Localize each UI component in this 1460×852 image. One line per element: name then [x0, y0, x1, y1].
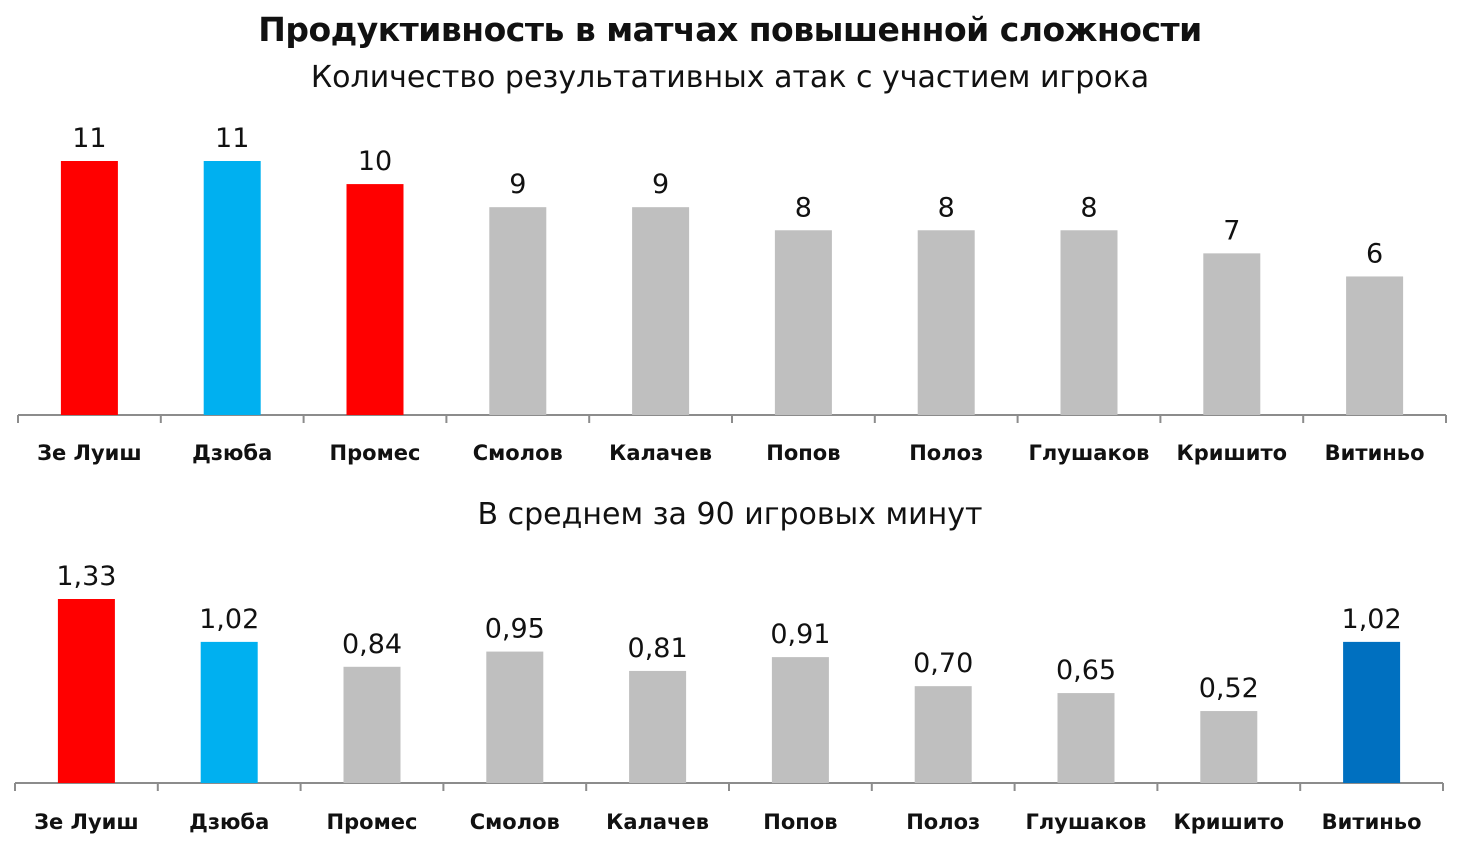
chart-1-category-label-10: Витиньо: [1325, 441, 1425, 465]
chart-1-bar-4: [489, 207, 547, 415]
chart-1-value-label-5: 9: [652, 169, 669, 200]
chart-1-value-label-6: 8: [795, 192, 812, 223]
chart-2-bar-8: [1057, 693, 1115, 783]
chart-2-category-label-7: Полоз: [906, 810, 980, 834]
chart-2-value-label-10: 1,02: [1342, 604, 1402, 635]
chart-2-category-label-8: Глушаков: [1026, 810, 1147, 834]
chart-2-category-label-10: Витиньо: [1322, 810, 1422, 834]
chart-2-bar-6: [771, 657, 829, 783]
chart-1-bar-9: [1203, 253, 1261, 415]
chart-1-value-label-7: 8: [938, 192, 955, 223]
chart-1-category-label-7: Полоз: [909, 441, 983, 465]
chart-1-category-label-5: Калачев: [609, 441, 712, 465]
chart-1-category-label-9: Кришито: [1177, 441, 1288, 465]
chart-2-value-label-4: 0,95: [485, 614, 545, 645]
chart-2-value-label-1: 1,33: [56, 561, 116, 592]
chart-2-value-label-8: 0,65: [1056, 655, 1116, 686]
chart-1-category-label-2: Дзюба: [192, 441, 272, 465]
chart-2-bar-7: [914, 686, 972, 783]
chart-2-subtitle: В среднем за 90 игровых минут: [477, 497, 983, 532]
chart-1-category-label-3: Промес: [330, 441, 421, 465]
chart-2-bar-3: [343, 666, 401, 783]
chart-2-category-label-2: Дзюба: [189, 810, 269, 834]
chart-1-bar-5: [632, 207, 690, 415]
chart-1-value-label-10: 6: [1366, 238, 1383, 269]
chart-2-value-label-7: 0,70: [913, 648, 973, 679]
chart-1-value-label-2: 11: [215, 123, 249, 154]
chart-1-category-label-1: Зе Луиш: [37, 441, 142, 465]
chart-2-category-label-1: Зе Луиш: [34, 810, 139, 834]
chart-2-value-label-2: 1,02: [199, 604, 259, 635]
chart-2-bar-9: [1200, 711, 1258, 783]
chart-2-bar-10: [1343, 641, 1401, 783]
chart-2-value-label-9: 0,52: [1199, 673, 1259, 704]
chart-2-category-label-6: Попов: [763, 810, 837, 834]
chart-2-category-label-3: Промес: [327, 810, 418, 834]
chart-1-value-label-9: 7: [1223, 215, 1240, 246]
chart-title: Продуктивность в матчах повышенной сложн…: [258, 10, 1202, 49]
chart-2-value-label-6: 0,91: [770, 619, 830, 650]
chart-2-bar-1: [57, 599, 115, 783]
chart-1-bar-3: [346, 184, 404, 415]
chart-2-category-label-5: Калачев: [606, 810, 709, 834]
chart-2-category-label-9: Кришито: [1174, 810, 1285, 834]
chart-1-value-label-4: 9: [509, 169, 526, 200]
chart-1-bar-1: [60, 161, 118, 415]
chart-2-bar-4: [486, 651, 544, 783]
chart-1-bar-2: [203, 161, 261, 415]
chart-2-category-label-4: Смолов: [470, 810, 560, 834]
chart-2-bar-2: [200, 641, 258, 783]
chart-1-value-label-8: 8: [1080, 192, 1097, 223]
chart-1-value-label-3: 10: [358, 146, 392, 177]
chart-1-bar-7: [917, 230, 975, 415]
chart-2-value-label-3: 0,84: [342, 629, 402, 660]
chart-2-bar-5: [629, 670, 687, 783]
chart-1-bar-10: [1346, 276, 1404, 415]
chart-1-value-label-1: 11: [72, 123, 106, 154]
chart-1-bar-6: [774, 230, 832, 415]
chart-1-category-label-8: Глушаков: [1029, 441, 1150, 465]
chart-1-bar-8: [1060, 230, 1118, 415]
chart-2-value-label-5: 0,81: [628, 633, 688, 664]
chart-1-subtitle: Количество результативных атак с участие…: [310, 60, 1150, 95]
chart-1-category-label-6: Попов: [766, 441, 840, 465]
chart-1-category-label-4: Смолов: [473, 441, 563, 465]
